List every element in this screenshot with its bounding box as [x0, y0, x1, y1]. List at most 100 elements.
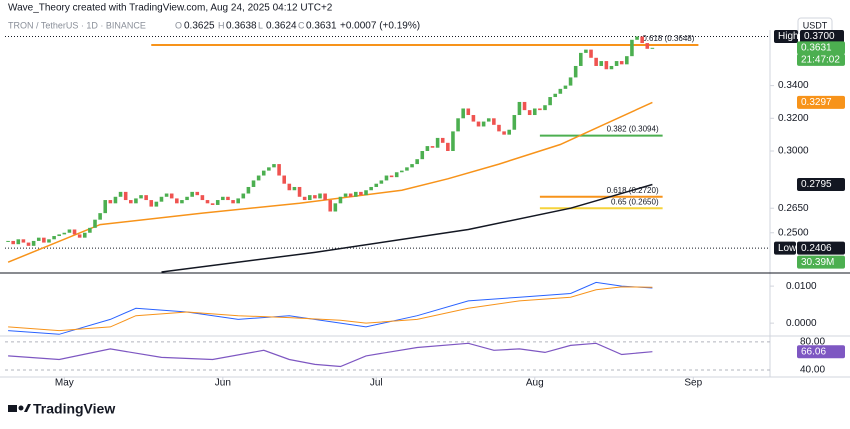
candle: [134, 198, 138, 204]
candle: [333, 203, 338, 212]
candle: [594, 57, 598, 66]
currency[interactable]: USDT: [803, 20, 828, 30]
candle: [123, 191, 128, 201]
candle: [645, 43, 650, 49]
candle: [42, 237, 46, 243]
candle: [517, 101, 522, 116]
candle: [379, 180, 384, 184]
candle: [389, 175, 394, 178]
candle: [77, 234, 82, 238]
candle: [256, 175, 261, 181]
candle: [573, 65, 578, 78]
y-tick-label: 0.2500: [778, 227, 809, 238]
ohlc-label: H: [218, 20, 225, 30]
candle: [93, 219, 97, 228]
candle: [231, 200, 235, 204]
candle: [614, 61, 619, 66]
candle: [139, 195, 143, 199]
candle: [425, 146, 430, 151]
candle: [272, 164, 276, 168]
candle: [415, 159, 419, 165]
candle: [36, 237, 41, 241]
high-value-box: [800, 30, 844, 44]
candle: [405, 167, 409, 171]
header: Wave_Theory created with TradingView.com…: [8, 3, 333, 14]
logo: TradingView: [8, 401, 115, 417]
rsi-line: [8, 342, 653, 368]
candle: [532, 108, 537, 116]
ma-value-box: [797, 95, 845, 109]
macd-line: [8, 281, 653, 335]
candle: [543, 105, 547, 111]
candle: [62, 232, 67, 235]
candle: [507, 129, 511, 135]
low-value: 0.2406: [801, 243, 832, 254]
high-text-box: [774, 30, 798, 44]
x-tick-label: Sep: [684, 378, 702, 389]
rsi-value-box: [797, 345, 845, 359]
candle: [640, 36, 644, 44]
candle: [599, 61, 604, 66]
time-left-box: [797, 53, 845, 66]
candle: [52, 236, 56, 240]
x-tick-label: Jun: [215, 378, 231, 389]
candle: [57, 234, 61, 237]
candle: [359, 191, 363, 196]
candle: [261, 170, 266, 176]
candle: [384, 175, 389, 181]
candle: [604, 61, 609, 70]
symbol: TRON / TetherUS · 1D · BINANCE: [8, 20, 146, 30]
moving-average: [161, 183, 653, 273]
candle: [435, 137, 440, 148]
ohlc-value: 0.3625: [184, 21, 215, 32]
moving-average: [7, 101, 653, 263]
candle: [118, 191, 123, 197]
candle: [72, 229, 77, 235]
y-tick-label: 0.0000: [786, 318, 817, 329]
time-left: 21:47:02: [801, 54, 840, 65]
y-tick-label: 0.3400: [778, 80, 809, 91]
candle: [476, 121, 481, 127]
candle: [440, 137, 445, 143]
candle: [527, 110, 532, 116]
candle: [430, 146, 435, 148]
candle: [553, 93, 558, 98]
candle: [190, 191, 194, 197]
candle: [205, 200, 210, 204]
candle: [185, 196, 189, 201]
candle: [144, 195, 148, 201]
ma-value-box: [797, 178, 845, 192]
candle: [323, 193, 327, 201]
candle: [650, 47, 655, 49]
candle: [67, 229, 72, 233]
candle: [456, 118, 460, 132]
candle: [251, 180, 256, 187]
candle: [246, 186, 251, 194]
candle: [481, 121, 486, 127]
candle: [461, 108, 465, 119]
low-text: Low: [778, 243, 797, 254]
candle: [354, 191, 358, 197]
fib-label: 0.65 (0.2650): [611, 197, 659, 206]
candle: [589, 49, 593, 58]
candle: [410, 164, 414, 168]
ma-value: 0.2795: [801, 179, 832, 190]
ohlc-label: L: [258, 20, 263, 30]
candle: [486, 118, 491, 122]
candle: [195, 191, 200, 196]
candle: [236, 198, 240, 204]
candle: [609, 65, 614, 70]
candle: [108, 200, 113, 204]
candle: [21, 239, 26, 243]
candle: [369, 186, 373, 191]
high-text: High: [778, 31, 799, 42]
candle: [492, 118, 496, 125]
candle: [568, 77, 573, 86]
candle: [31, 240, 36, 246]
low-text-box: [774, 241, 796, 255]
candle: [364, 190, 368, 196]
volume-box: [797, 255, 845, 269]
candle: [635, 36, 639, 40]
fib-label: 0.382 (0.3094): [607, 125, 659, 134]
